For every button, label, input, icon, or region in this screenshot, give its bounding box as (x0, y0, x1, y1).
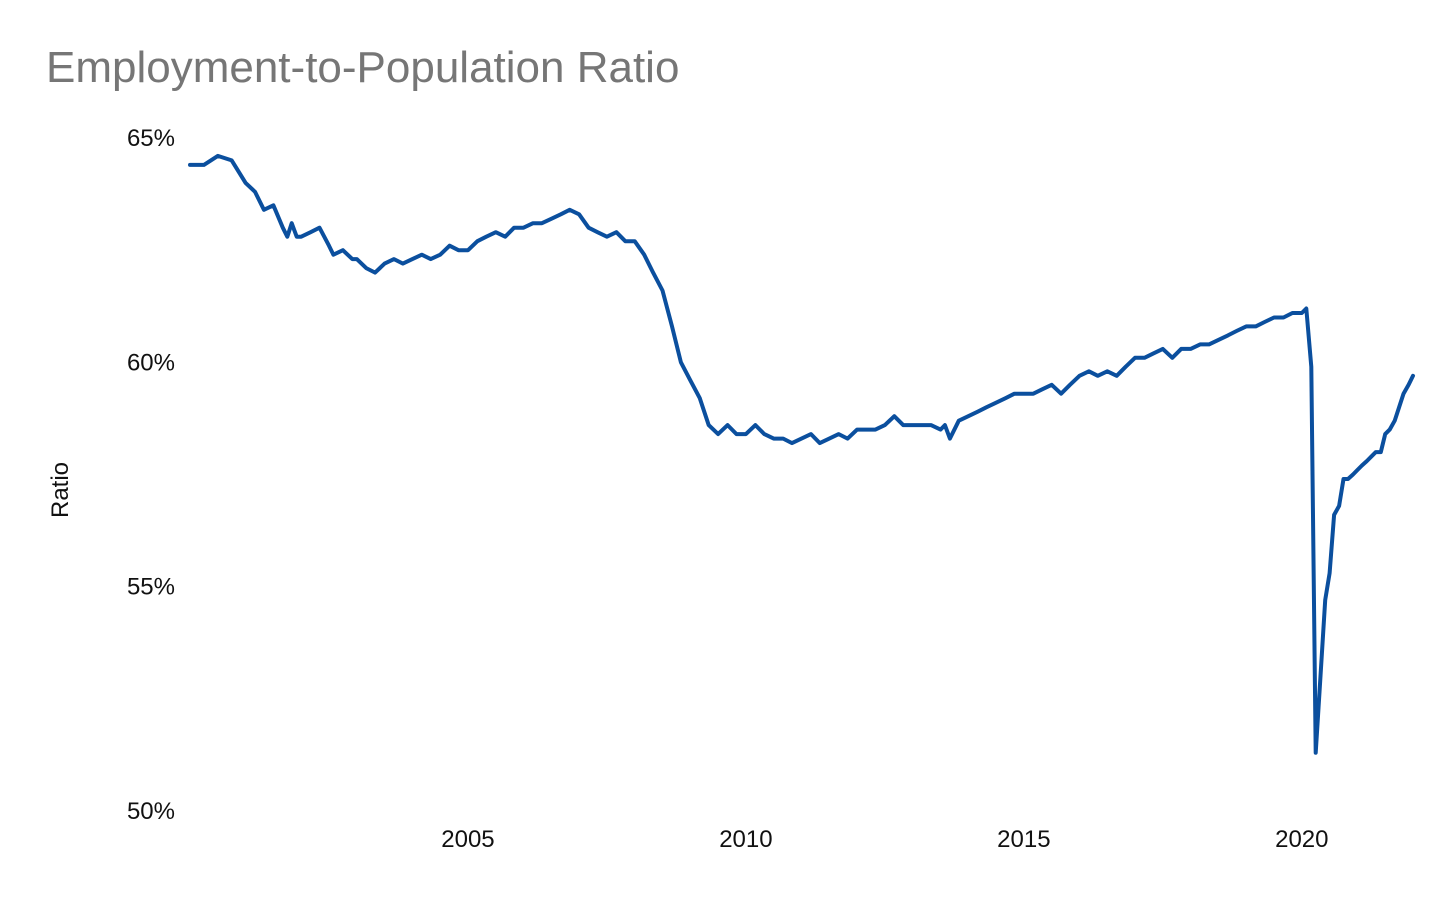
y-tick-label: 60% (127, 349, 175, 376)
x-axis-tick-labels: 2005 2010 2015 2020 (441, 826, 1328, 853)
series-layer (188, 153, 1415, 755)
y-tick-label: 65% (127, 125, 175, 152)
y-tick-label: 55% (127, 574, 175, 601)
chart-title: Employment-to-Population Ratio (46, 43, 680, 92)
x-tick-label: 2015 (997, 826, 1050, 853)
x-tick-label: 2020 (1275, 826, 1328, 853)
x-tick-label: 2005 (441, 826, 494, 853)
y-axis-label: Ratio (47, 462, 74, 518)
x-tick-label: 2010 (719, 826, 772, 853)
y-axis-tick-labels: 50% 55% 60% 65% (127, 125, 175, 825)
y-tick-label: 50% (127, 798, 175, 825)
series-line (188, 153, 1415, 755)
